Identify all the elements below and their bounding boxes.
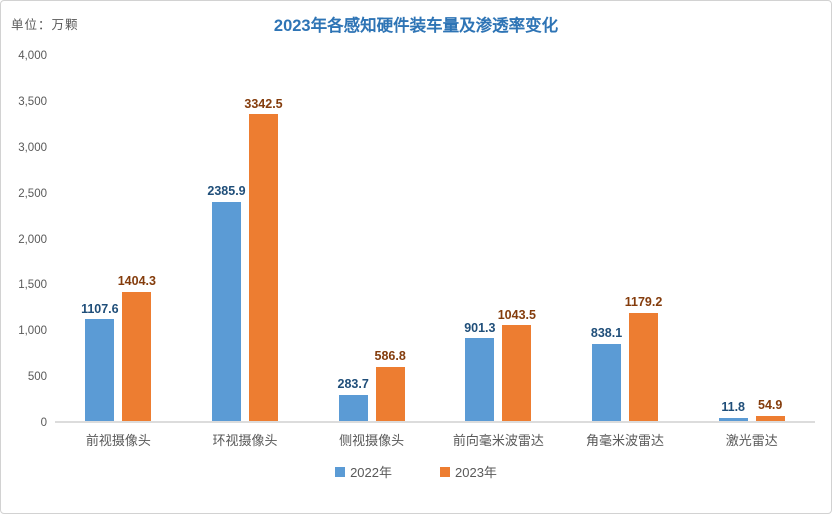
bar-column: 586.8 (374, 56, 406, 421)
category-label: 前向毫米波雷达 (452, 433, 544, 448)
chart-title: 2023年各感知硬件装车量及渗透率变化 (273, 17, 559, 35)
legend-item: 2022年 (335, 462, 392, 481)
y-axis: 4,000 3,500 3,000 2,500 2,000 1,500 1,000 500 0 (1, 50, 47, 429)
bar-value-label: 54.9 (758, 398, 783, 413)
bar-column: 1043.5 (498, 56, 536, 421)
bar (122, 292, 152, 421)
bar-value-label: 1179.2 (624, 295, 663, 310)
category-label: 激光雷达 (725, 433, 778, 448)
bar-column: 3342.5 (244, 56, 283, 421)
bar (502, 325, 532, 421)
y-tick-label: 2,000 (18, 233, 47, 246)
bar-column: 1404.3 (118, 56, 156, 421)
legend-swatch-icon (440, 466, 450, 477)
bar-value-label: 11.8 (721, 400, 745, 415)
legend-label: 2022年 (350, 465, 392, 480)
bar (249, 114, 278, 421)
bar (338, 394, 368, 421)
bar-column: 1179.2 (625, 56, 662, 421)
bar (718, 418, 748, 421)
y-tick-label: 2,500 (18, 187, 47, 200)
bar-value-label: 3342.5 (244, 96, 283, 111)
bar-group: 838.1 1179.2 (562, 56, 689, 421)
bar-column: 54.9 (755, 56, 785, 421)
legend-label: 2023年 (455, 465, 497, 480)
y-tick-label: 1,500 (18, 279, 47, 292)
category-label: 前视摄像头 (85, 433, 151, 448)
bar-group: 1107.6 1404.3 (55, 56, 182, 421)
bar (85, 319, 115, 421)
bar-value-label: 586.8 (374, 349, 406, 364)
category-label: 角毫米波雷达 (586, 433, 665, 448)
y-tick-label: 3,000 (18, 141, 47, 154)
bar-value-label: 1107.6 (81, 301, 119, 316)
bar-value-label: 1404.3 (117, 274, 156, 289)
category-label: 侧视摄像头 (339, 433, 405, 448)
bar-value-label: 283.7 (337, 377, 369, 392)
bar-column: 2385.9 (207, 56, 246, 421)
bar-column: 901.3 (464, 56, 496, 421)
category-label: 环视摄像头 (212, 433, 278, 448)
x-axis-labels: 前视摄像头 环视摄像头 侧视摄像头 前向毫米波雷达 角毫米波雷达 激光雷达 (55, 430, 815, 449)
bar-value-label: 901.3 (464, 320, 496, 335)
bar-column: 11.8 (718, 56, 748, 421)
bar-column: 283.7 (337, 56, 369, 421)
bar (755, 415, 785, 421)
y-tick-label: 500 (27, 371, 47, 384)
bar-value-label: 2385.9 (207, 184, 246, 199)
bar (375, 367, 405, 421)
bar (629, 312, 659, 421)
legend: 2022年 2023年 (1, 462, 831, 481)
plot-area: 1107.6 1404.3 2385.9 3342.5 283.7 586.8 901.3 1… (55, 56, 815, 423)
bar-group: 2385.9 3342.5 (182, 56, 309, 421)
legend-item: 2023年 (440, 462, 497, 481)
unit-label: 单位：万颗 (11, 18, 79, 32)
bar-group: 283.7 586.8 (308, 56, 435, 421)
bar (465, 338, 495, 421)
y-tick-label: 1,000 (18, 325, 47, 338)
bar-value-label: 838.1 (590, 326, 623, 341)
bar-column: 1107.6 (81, 56, 119, 421)
y-tick-label: 3,500 (18, 95, 47, 108)
bar (592, 344, 622, 421)
y-tick-label: 4,000 (18, 50, 47, 62)
bar-value-label: 1043.5 (497, 307, 536, 322)
bar-group: 901.3 1043.5 (435, 56, 562, 421)
bar (212, 202, 241, 421)
bar-column: 838.1 (590, 56, 623, 421)
bar-group: 11.8 54.9 (688, 56, 815, 421)
legend-swatch-icon (335, 466, 346, 477)
y-tick-label: 0 (40, 417, 47, 429)
